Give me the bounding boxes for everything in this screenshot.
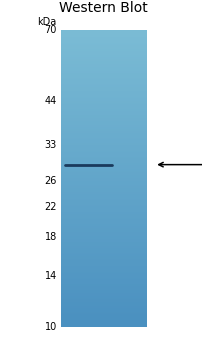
Text: kDa: kDa <box>37 17 57 27</box>
Text: 22: 22 <box>44 202 57 212</box>
Text: 18: 18 <box>44 232 57 242</box>
Text: 33: 33 <box>44 140 57 150</box>
Text: 44: 44 <box>44 96 57 106</box>
Text: 10: 10 <box>44 322 57 332</box>
Text: 70: 70 <box>44 25 57 35</box>
Text: 26: 26 <box>44 176 57 186</box>
Text: Western Blot: Western Blot <box>59 1 147 15</box>
Text: 14: 14 <box>44 271 57 281</box>
